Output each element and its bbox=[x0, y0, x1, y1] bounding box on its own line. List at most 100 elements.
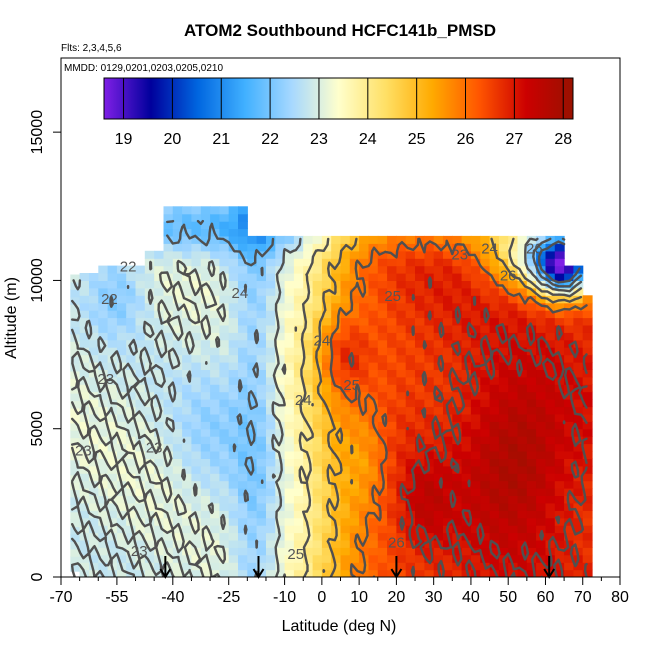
heatmap-cell bbox=[182, 302, 192, 311]
heatmap-cell bbox=[443, 413, 453, 422]
heatmap-cell bbox=[461, 295, 472, 304]
heatmap-cell bbox=[284, 465, 295, 474]
heatmap-cell bbox=[284, 525, 295, 534]
heatmap-cell bbox=[256, 339, 267, 348]
heatmap-cell bbox=[247, 376, 258, 385]
heatmap-cell bbox=[163, 488, 174, 496]
heatmap-cell bbox=[172, 525, 183, 534]
heatmap-cell bbox=[293, 384, 304, 393]
heatmap-cell bbox=[508, 295, 519, 304]
heatmap-cell bbox=[480, 458, 491, 467]
heatmap-cell bbox=[470, 451, 481, 459]
heatmap-cell bbox=[303, 465, 314, 474]
heatmap-cell bbox=[349, 280, 360, 289]
heatmap-cell bbox=[340, 347, 351, 356]
heatmap-cell bbox=[247, 413, 258, 422]
heatmap-cell bbox=[275, 250, 286, 259]
heatmap-cell bbox=[275, 413, 286, 422]
heatmap-cell bbox=[377, 539, 388, 548]
heatmap-cell bbox=[321, 302, 332, 311]
heatmap-cell bbox=[480, 369, 491, 378]
heatmap-cell bbox=[312, 339, 323, 348]
heatmap-cell bbox=[107, 421, 118, 430]
heatmap-cell bbox=[517, 458, 528, 467]
heatmap-cell bbox=[349, 451, 360, 459]
heatmap-cell bbox=[228, 488, 239, 496]
heatmap-cell bbox=[172, 436, 183, 445]
heatmap-cell bbox=[172, 539, 183, 548]
heatmap-cell bbox=[489, 428, 500, 437]
heatmap-cell bbox=[377, 324, 388, 333]
heatmap-cell bbox=[163, 502, 174, 511]
heatmap-cell bbox=[116, 547, 127, 556]
heatmap-cell bbox=[573, 525, 584, 534]
heatmap-cell bbox=[163, 243, 174, 252]
heatmap-cell bbox=[312, 443, 323, 452]
heatmap-cell bbox=[433, 443, 444, 452]
heatmap-cell bbox=[480, 399, 491, 408]
heatmap-cell bbox=[489, 443, 500, 452]
heatmap-cell bbox=[405, 517, 416, 526]
heatmap-cell bbox=[396, 413, 407, 422]
heatmap-cell bbox=[461, 547, 472, 556]
heatmap-cell bbox=[191, 532, 202, 541]
heatmap-cell bbox=[247, 243, 258, 252]
heatmap-cell bbox=[219, 510, 230, 519]
heatmap-cell bbox=[238, 480, 248, 489]
heatmap-cell bbox=[470, 502, 481, 511]
heatmap-cell bbox=[405, 369, 416, 378]
colorbar-tick-label: 24 bbox=[359, 131, 377, 148]
heatmap-cell bbox=[284, 495, 295, 504]
heatmap-cell bbox=[340, 406, 351, 415]
heatmap-cell bbox=[415, 480, 425, 489]
heatmap-cell bbox=[387, 324, 397, 333]
heatmap-cell bbox=[424, 295, 435, 304]
heatmap-cell bbox=[312, 532, 323, 541]
heatmap-cell bbox=[368, 339, 379, 348]
heatmap-cell bbox=[498, 243, 509, 252]
heatmap-cell bbox=[526, 265, 537, 274]
heatmap-cell bbox=[349, 295, 360, 304]
heatmap-cell bbox=[266, 310, 276, 319]
heatmap-cell bbox=[70, 326, 81, 335]
heatmap-cell bbox=[331, 473, 342, 482]
heatmap-cell bbox=[415, 354, 425, 363]
heatmap-cell bbox=[582, 539, 593, 548]
heatmap-cell bbox=[312, 569, 323, 577]
heatmap-cell bbox=[266, 480, 276, 489]
heatmap-cell bbox=[517, 443, 528, 452]
heatmap-cell bbox=[116, 406, 127, 415]
heatmap-cell bbox=[377, 495, 388, 504]
heatmap-cell bbox=[312, 399, 323, 408]
heatmap-cell bbox=[172, 376, 183, 385]
heatmap-cell bbox=[349, 302, 360, 311]
heatmap-cell bbox=[247, 250, 258, 259]
heatmap-cell bbox=[247, 502, 258, 511]
heatmap-cell bbox=[331, 302, 342, 311]
heatmap-cell bbox=[470, 517, 481, 526]
heatmap-cell bbox=[582, 295, 593, 304]
heatmap-cell bbox=[293, 421, 304, 430]
heatmap-cell bbox=[89, 399, 99, 408]
heatmap-cell bbox=[433, 495, 444, 504]
heatmap-cell bbox=[489, 525, 500, 534]
heatmap-cell bbox=[321, 569, 332, 577]
heatmap-cell bbox=[210, 369, 220, 378]
contour-line-21 bbox=[537, 240, 581, 284]
heatmap-cell bbox=[303, 235, 314, 244]
heatmap-cell bbox=[415, 525, 425, 534]
heatmap-cell bbox=[312, 547, 323, 556]
heatmap-cell bbox=[79, 362, 90, 370]
heatmap-cell bbox=[349, 428, 360, 437]
heatmap-cell bbox=[359, 517, 369, 526]
heatmap-cell bbox=[135, 428, 146, 437]
heatmap-cell bbox=[163, 451, 174, 459]
heatmap-cell bbox=[172, 488, 183, 496]
heatmap-cell bbox=[359, 302, 369, 311]
heatmap-cell bbox=[200, 369, 211, 378]
heatmap-cell bbox=[508, 391, 519, 400]
heatmap-cell bbox=[256, 347, 267, 356]
heatmap-cell bbox=[564, 547, 574, 556]
heatmap-cell bbox=[368, 569, 379, 577]
contour-label: 23 bbox=[131, 543, 148, 560]
